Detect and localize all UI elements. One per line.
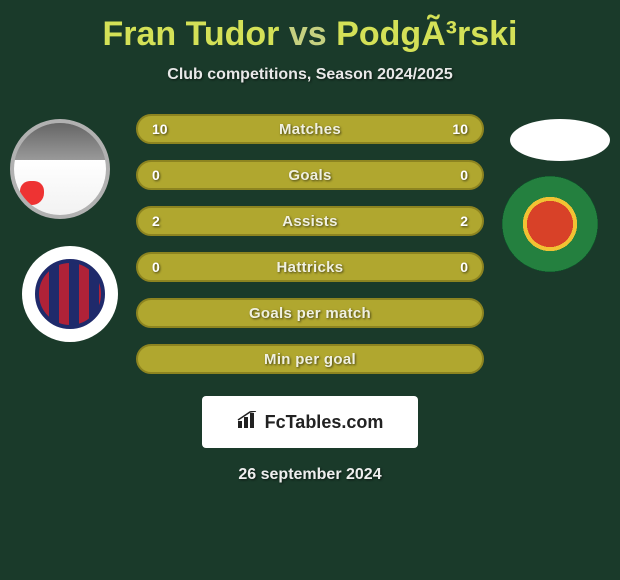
stat-value-left: 0 — [152, 259, 160, 275]
player1-club-badge-inner — [35, 259, 105, 329]
player2-avatar — [510, 119, 610, 161]
stat-label: Goals per match — [249, 305, 371, 322]
title-player2: PodgÃ³rski — [336, 15, 517, 53]
chart-icon — [237, 411, 259, 434]
stat-value-left: 2 — [152, 213, 160, 229]
stat-bar-matches: 10 Matches 10 — [136, 114, 484, 144]
stat-value-left: 10 — [152, 121, 168, 137]
stat-bar-hattricks: 0 Hattricks 0 — [136, 252, 484, 282]
player2-club-badge — [502, 176, 598, 272]
player1-club-badge — [22, 246, 118, 342]
stat-label: Min per goal — [264, 351, 356, 368]
stats-column: 10 Matches 10 0 Goals 0 2 Assists 2 0 Ha… — [136, 114, 484, 374]
stat-bar-goals: 0 Goals 0 — [136, 160, 484, 190]
main-area: 10 Matches 10 0 Goals 0 2 Assists 2 0 Ha… — [0, 114, 620, 484]
stat-label: Matches — [279, 121, 341, 138]
title-vs: vs — [289, 15, 327, 53]
stat-label: Hattricks — [277, 259, 344, 276]
stat-value-right: 0 — [460, 259, 468, 275]
footer-site-label: FcTables.com — [265, 412, 384, 433]
player1-avatar-img — [14, 123, 106, 215]
stat-label: Goals — [288, 167, 331, 184]
title: Fran Tudor vs PodgÃ³rski — [0, 15, 620, 54]
stat-bar-min-per-goal: Min per goal — [136, 344, 484, 374]
title-player1: Fran Tudor — [103, 15, 280, 53]
comparison-card: Fran Tudor vs PodgÃ³rski Club competitio… — [0, 0, 620, 580]
subtitle: Club competitions, Season 2024/2025 — [0, 66, 620, 84]
stat-value-right: 2 — [460, 213, 468, 229]
stat-value-left: 0 — [152, 167, 160, 183]
player1-avatar — [10, 119, 110, 219]
footer-site-card: FcTables.com — [202, 396, 418, 448]
footer-date: 26 september 2024 — [0, 466, 620, 484]
stat-bar-assists: 2 Assists 2 — [136, 206, 484, 236]
stat-value-right: 0 — [460, 167, 468, 183]
stat-bar-goals-per-match: Goals per match — [136, 298, 484, 328]
stat-label: Assists — [282, 213, 337, 230]
stat-value-right: 10 — [452, 121, 468, 137]
